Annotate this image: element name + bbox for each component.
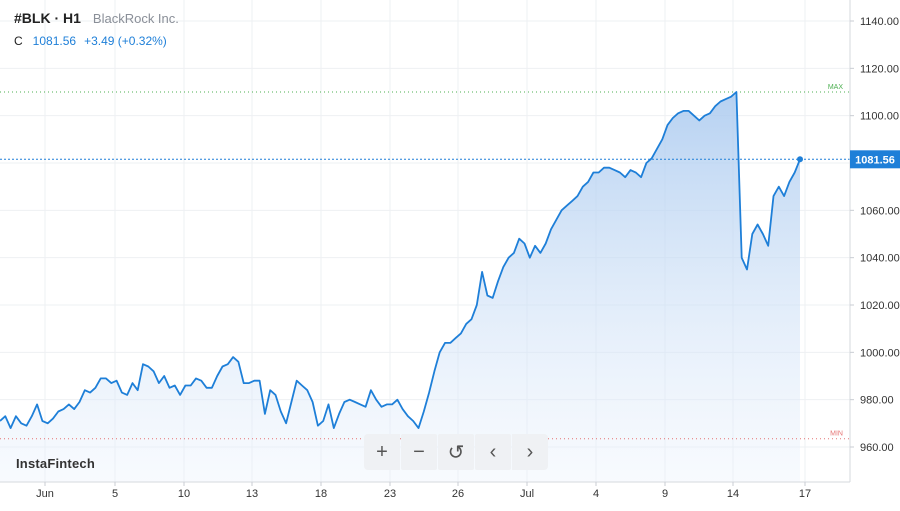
reference-lines: MAX MIN	[0, 84, 850, 440]
price-line: C 1081.56 +3.49 (+0.32%)	[14, 34, 179, 48]
x-tick-label: 18	[315, 488, 327, 500]
x-tick-label: Jul	[520, 488, 534, 500]
x-tick-label: 26	[452, 488, 464, 500]
zoom-out-button[interactable]: −	[401, 434, 437, 470]
y-tick-label: 1100.00	[860, 111, 899, 123]
price-line	[0, 91, 801, 429]
x-tick-label: 23	[384, 488, 396, 500]
symbol-line: #BLK · H1 BlackRock Inc.	[14, 10, 179, 28]
x-tick-label: 14	[727, 488, 739, 500]
y-axis: 1140.001120.001100.001080.001060.001040.…	[850, 16, 900, 454]
scroll-forward-button[interactable]: ›	[512, 434, 548, 470]
x-tick-label: 5	[112, 488, 118, 500]
chart-toolbar: + − ↺ ‹ ›	[364, 434, 549, 470]
x-axis: Jun 5 10 13 18 23 26 Jul 4 9 14 17	[36, 482, 811, 500]
chevron-right-icon: ›	[526, 440, 534, 463]
last-price-dot	[797, 156, 803, 163]
brand-logo: InstaFintech	[16, 456, 95, 471]
y-tick-label: 980.00	[860, 395, 894, 407]
plus-icon: +	[376, 440, 388, 463]
company-name: BlackRock Inc.	[92, 11, 179, 26]
chart-header: #BLK · H1 BlackRock Inc. C 1081.56 +3.49 (+…	[14, 10, 179, 48]
last-price-label: 1081.56	[855, 154, 895, 166]
x-tick-label: 13	[246, 488, 258, 500]
x-tick-label: Jun	[36, 488, 54, 500]
chevron-left-icon: ‹	[489, 440, 497, 463]
y-tick-label: 1060.00	[860, 205, 900, 217]
symbol-label: #BLK · H1	[14, 10, 81, 26]
y-tick-label: 1120.00	[860, 63, 899, 75]
x-tick-label: 17	[799, 488, 811, 500]
x-tick-label: 9	[662, 488, 668, 500]
price-labels: 1081.56	[850, 150, 900, 169]
y-tick-label: 1000.00	[860, 347, 900, 359]
line-layer	[0, 91, 803, 429]
close-value: 1081.56	[32, 34, 77, 48]
last-price-badge	[850, 150, 900, 169]
zoom-in-button[interactable]: +	[364, 434, 400, 470]
x-tick-label: 10	[178, 488, 190, 500]
y-tick-label: 1140.00	[860, 16, 899, 28]
reset-icon: ↺	[447, 441, 465, 464]
price-change: +3.49 (+0.32%)	[84, 34, 167, 48]
scroll-back-button[interactable]: ‹	[475, 434, 511, 470]
price-area	[0, 92, 800, 482]
close-label: C	[14, 34, 23, 48]
x-tick-label: 4	[593, 488, 599, 500]
max-label: MAX	[828, 84, 844, 91]
area-layer	[0, 92, 800, 482]
reset-button[interactable]: ↺	[438, 434, 474, 470]
min-label: MIN	[830, 431, 843, 438]
y-tick-label: 1020.00	[860, 300, 900, 312]
y-tick-label: 1040.00	[860, 253, 900, 265]
minus-icon: −	[413, 440, 425, 463]
y-tick-label: 960.00	[860, 442, 894, 454]
